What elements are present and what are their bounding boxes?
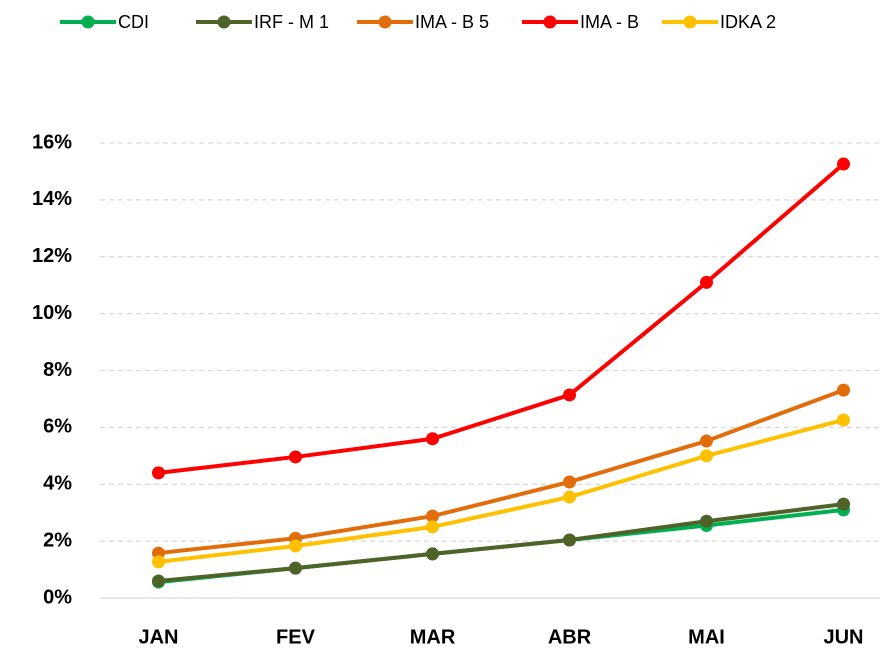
- legend-label: IMA - B 5: [415, 12, 489, 32]
- legend-marker: [217, 15, 231, 29]
- legend-label: IRF - M 1: [254, 12, 329, 32]
- data-point: [837, 413, 850, 427]
- data-point: [837, 497, 850, 511]
- y-tick-label: 8%: [43, 359, 72, 381]
- legend-label: IMA - B: [580, 12, 639, 32]
- legend-marker: [81, 15, 95, 29]
- data-point: [700, 449, 713, 463]
- x-tick-label: JUN: [823, 626, 863, 648]
- data-point: [289, 450, 302, 464]
- x-tick-label: MAI: [688, 626, 725, 648]
- y-tick-label: 2%: [43, 529, 72, 551]
- data-point: [700, 434, 713, 448]
- data-point: [426, 520, 439, 534]
- data-point: [152, 466, 165, 480]
- series-line: [158, 418, 845, 564]
- legend-label: IDKA 2: [720, 12, 776, 32]
- y-tick-label: 10%: [32, 302, 72, 324]
- data-point: [152, 574, 165, 588]
- legend-marker: [378, 15, 392, 29]
- data-point: [563, 490, 576, 504]
- data-point: [289, 539, 302, 553]
- data-point: [426, 432, 439, 446]
- data-point: [426, 509, 439, 523]
- data-point: [563, 388, 576, 402]
- series-line: [158, 502, 844, 583]
- series-line: [158, 388, 845, 556]
- data-point: [426, 547, 439, 561]
- data-point: [700, 514, 713, 528]
- series-line: [158, 162, 845, 475]
- y-tick-label: 14%: [32, 188, 72, 210]
- x-tick-label: ABR: [548, 626, 592, 648]
- y-tick-label: 6%: [43, 416, 72, 438]
- x-tick-label: MAR: [410, 626, 456, 648]
- legend-label: CDI: [118, 12, 149, 32]
- x-tick-label: JAN: [138, 626, 178, 648]
- data-point: [289, 561, 302, 575]
- y-tick-label: 4%: [43, 473, 72, 495]
- data-point: [700, 275, 713, 289]
- legend-marker: [543, 15, 557, 29]
- y-tick-label: 0%: [43, 586, 72, 608]
- data-point: [837, 157, 850, 171]
- data-point: [837, 383, 850, 397]
- data-point: [563, 475, 576, 489]
- y-tick-label: 12%: [32, 245, 72, 267]
- legend-marker: [683, 15, 697, 29]
- data-point: [152, 555, 165, 569]
- data-point: [563, 533, 576, 547]
- y-tick-label: 16%: [32, 131, 72, 153]
- x-tick-label: FEV: [276, 626, 316, 648]
